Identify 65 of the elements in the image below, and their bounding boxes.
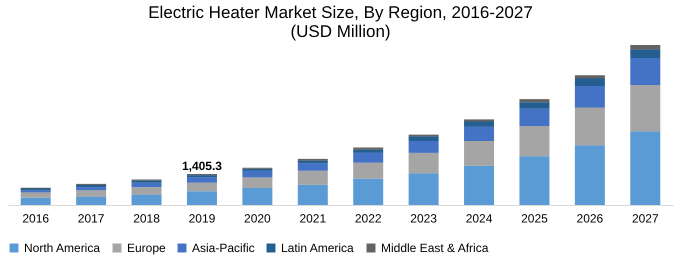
x-tick-label: 2020 bbox=[244, 212, 272, 226]
bar bbox=[574, 108, 605, 146]
x-tick-label: 2025 bbox=[521, 212, 548, 226]
legend-label: Latin America bbox=[281, 241, 354, 255]
legend-label: Asia-Pacific bbox=[192, 241, 255, 255]
bar bbox=[464, 126, 494, 141]
bar bbox=[242, 177, 272, 188]
bar bbox=[630, 45, 660, 50]
bar bbox=[186, 177, 217, 183]
x-tick-label: 2021 bbox=[299, 212, 326, 226]
bar bbox=[464, 121, 494, 127]
bar bbox=[519, 156, 550, 205]
bar bbox=[464, 166, 494, 205]
bar bbox=[408, 173, 439, 205]
bar bbox=[574, 75, 605, 78]
bar bbox=[630, 49, 660, 58]
bar bbox=[519, 102, 550, 109]
bar bbox=[574, 86, 605, 108]
x-tick-label: 2024 bbox=[466, 212, 493, 226]
legend-label: North America bbox=[24, 241, 100, 255]
bar bbox=[298, 184, 328, 205]
bar bbox=[519, 99, 550, 102]
bar bbox=[630, 85, 660, 132]
bar bbox=[20, 198, 51, 205]
bar bbox=[76, 196, 106, 205]
x-tick-label: 2019 bbox=[188, 212, 216, 226]
x-tick-label: 2022 bbox=[354, 212, 382, 226]
bar bbox=[132, 187, 162, 195]
bar bbox=[353, 178, 384, 205]
bar bbox=[353, 150, 384, 153]
bar bbox=[186, 182, 217, 192]
bar bbox=[574, 78, 605, 86]
bar bbox=[76, 190, 106, 197]
bar bbox=[353, 162, 384, 179]
bar bbox=[353, 152, 384, 163]
bar bbox=[242, 170, 272, 178]
x-tick-label: 2016 bbox=[22, 212, 50, 226]
x-tick-label: 2023 bbox=[410, 212, 438, 226]
bar bbox=[408, 141, 439, 153]
bar bbox=[186, 191, 217, 205]
x-tick-label: 2018 bbox=[133, 212, 160, 226]
bar bbox=[630, 131, 660, 205]
bar bbox=[519, 126, 550, 156]
bar bbox=[408, 152, 439, 174]
x-tick-label: 2026 bbox=[576, 212, 604, 226]
x-tick-label: 2017 bbox=[78, 212, 105, 226]
bar bbox=[20, 192, 51, 198]
bar bbox=[298, 170, 328, 185]
bar bbox=[519, 108, 550, 126]
bar bbox=[298, 160, 328, 164]
legend-label: Middle East & Africa bbox=[381, 241, 489, 255]
bar bbox=[630, 58, 660, 85]
x-tick-label: 2027 bbox=[632, 212, 659, 226]
bar bbox=[76, 187, 106, 190]
chart-subtitle: (USD Million) bbox=[290, 22, 391, 41]
bar bbox=[298, 163, 328, 171]
bar bbox=[574, 145, 605, 205]
bar bbox=[132, 194, 162, 205]
bar bbox=[464, 141, 494, 166]
legend-label: Europe bbox=[127, 241, 166, 255]
bar bbox=[408, 136, 439, 141]
annotation: 1,405.3 bbox=[182, 158, 222, 173]
chart-title: Electric Heater Market Size, By Region, 2016-2027 bbox=[148, 3, 533, 22]
bar bbox=[132, 182, 162, 188]
bar bbox=[242, 188, 272, 205]
